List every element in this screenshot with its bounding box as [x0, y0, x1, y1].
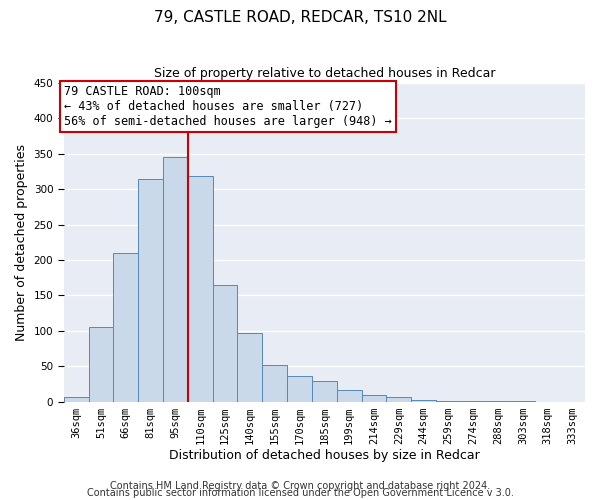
Bar — [262, 366, 287, 402]
Bar — [64, 396, 89, 402]
Bar — [89, 328, 113, 402]
Bar — [461, 401, 486, 402]
Bar — [337, 390, 362, 402]
Bar — [287, 376, 312, 402]
Bar — [486, 401, 511, 402]
Bar — [138, 178, 163, 402]
Text: Contains public sector information licensed under the Open Government Licence v : Contains public sector information licen… — [86, 488, 514, 498]
Title: Size of property relative to detached houses in Redcar: Size of property relative to detached ho… — [154, 68, 495, 80]
Bar — [238, 333, 262, 402]
Bar — [163, 158, 188, 402]
Bar — [212, 285, 238, 402]
Y-axis label: Number of detached properties: Number of detached properties — [15, 144, 28, 341]
Bar — [312, 381, 337, 402]
Bar — [113, 253, 138, 402]
X-axis label: Distribution of detached houses by size in Redcar: Distribution of detached houses by size … — [169, 450, 480, 462]
Bar — [362, 395, 386, 402]
Text: 79 CASTLE ROAD: 100sqm
← 43% of detached houses are smaller (727)
56% of semi-de: 79 CASTLE ROAD: 100sqm ← 43% of detached… — [64, 85, 392, 128]
Text: Contains HM Land Registry data © Crown copyright and database right 2024.: Contains HM Land Registry data © Crown c… — [110, 481, 490, 491]
Bar — [411, 400, 436, 402]
Bar — [436, 401, 461, 402]
Bar — [511, 401, 535, 402]
Bar — [188, 176, 212, 402]
Text: 79, CASTLE ROAD, REDCAR, TS10 2NL: 79, CASTLE ROAD, REDCAR, TS10 2NL — [154, 10, 446, 25]
Bar — [386, 398, 411, 402]
